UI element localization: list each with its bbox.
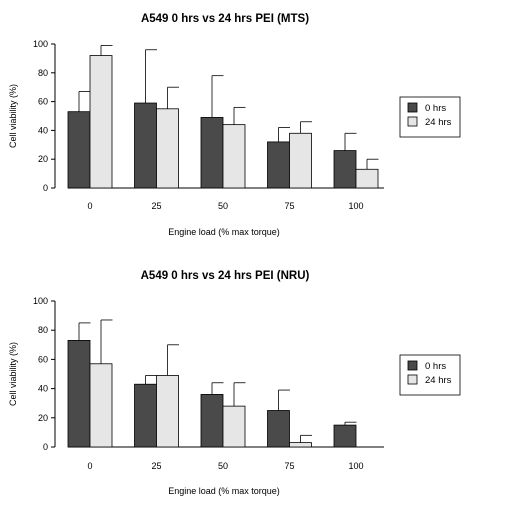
chart-2: A549 0 hrs vs 24 hrs PEI (NRU) 0 20 40 60 80 1… bbox=[8, 270, 461, 496]
chart-1: A549 0 hrs vs 24 hrs PEI (MTS) 0 20 40 60 80 1… bbox=[8, 13, 461, 237]
bar-24-hrs-25 bbox=[156, 375, 179, 448]
x-axis-label: Engine load (% max torque) bbox=[168, 227, 280, 237]
x-tick-label: 75 bbox=[284, 201, 294, 211]
x-tick-label: 25 bbox=[151, 461, 161, 471]
legend-swatch bbox=[407, 116, 418, 127]
bar-24-hrs-50 bbox=[222, 405, 246, 448]
bar-0-hrs-50 bbox=[200, 394, 224, 448]
x-tick-label: 25 bbox=[151, 201, 161, 211]
x-tick-label: 75 bbox=[284, 461, 294, 471]
y-tick-label: 80 bbox=[38, 325, 48, 335]
y-tick-label: 60 bbox=[38, 354, 48, 364]
bar-0-hrs-25 bbox=[134, 102, 157, 189]
legend-swatch bbox=[407, 102, 418, 113]
x-tick-label: 0 bbox=[87, 201, 92, 211]
bar-24-hrs-0 bbox=[89, 363, 113, 448]
y-tick-label: 0 bbox=[43, 442, 48, 452]
legend-swatch bbox=[407, 374, 418, 385]
chart-title: A549 0 hrs vs 24 hrs PEI (MTS) bbox=[141, 13, 309, 25]
x-tick-label: 100 bbox=[348, 461, 363, 471]
x-tick-label: 50 bbox=[218, 461, 228, 471]
y-tick-label: 80 bbox=[38, 68, 48, 78]
bar-0-hrs-75 bbox=[267, 141, 290, 189]
y-tick-label: 40 bbox=[38, 125, 48, 135]
chart-title: A549 0 hrs vs 24 hrs PEI (NRU) bbox=[141, 270, 310, 282]
y-tick-label: 0 bbox=[43, 183, 48, 193]
y-axis-label: Cell viability (%) bbox=[8, 342, 18, 406]
bar-0-hrs-0 bbox=[67, 340, 91, 448]
bar-0-hrs-75 bbox=[267, 410, 290, 448]
y-tick-label: 20 bbox=[38, 154, 48, 164]
y-tick-label: 100 bbox=[33, 296, 48, 306]
bar-0-hrs-0 bbox=[67, 111, 91, 189]
bar-0-hrs-100 bbox=[333, 150, 357, 189]
legend: 0 hrs 24 hrs bbox=[399, 96, 461, 138]
y-tick-label: 100 bbox=[33, 39, 48, 49]
legend-swatch bbox=[407, 360, 418, 371]
bar-0-hrs-50 bbox=[200, 117, 224, 189]
bar-24-hrs-25 bbox=[156, 108, 179, 189]
bar-24-hrs-75 bbox=[289, 442, 312, 448]
bar-24-hrs-0 bbox=[89, 55, 113, 189]
legend: 0 hrs 24 hrs bbox=[399, 354, 461, 396]
x-tick-label: 50 bbox=[218, 201, 228, 211]
legend-label: 0 hrs bbox=[425, 361, 446, 372]
bar-24-hrs-100 bbox=[355, 168, 379, 189]
bar-0-hrs-100 bbox=[333, 424, 357, 448]
y-tick-label: 60 bbox=[38, 97, 48, 107]
y-tick-label: 40 bbox=[38, 384, 48, 394]
x-tick-label: 0 bbox=[87, 461, 92, 471]
y-axis-label: Cell viability (%) bbox=[8, 84, 18, 148]
bar-24-hrs-50 bbox=[222, 124, 246, 189]
x-axis-label: Engine load (% max torque) bbox=[168, 486, 280, 496]
bar-0-hrs-25 bbox=[134, 383, 157, 448]
bar-24-hrs-75 bbox=[289, 132, 312, 189]
legend-label: 24 hrs bbox=[425, 375, 452, 386]
legend-label: 24 hrs bbox=[425, 117, 452, 128]
legend-label: 0 hrs bbox=[425, 103, 446, 114]
y-tick-label: 20 bbox=[38, 413, 48, 423]
x-tick-label: 100 bbox=[348, 201, 363, 211]
